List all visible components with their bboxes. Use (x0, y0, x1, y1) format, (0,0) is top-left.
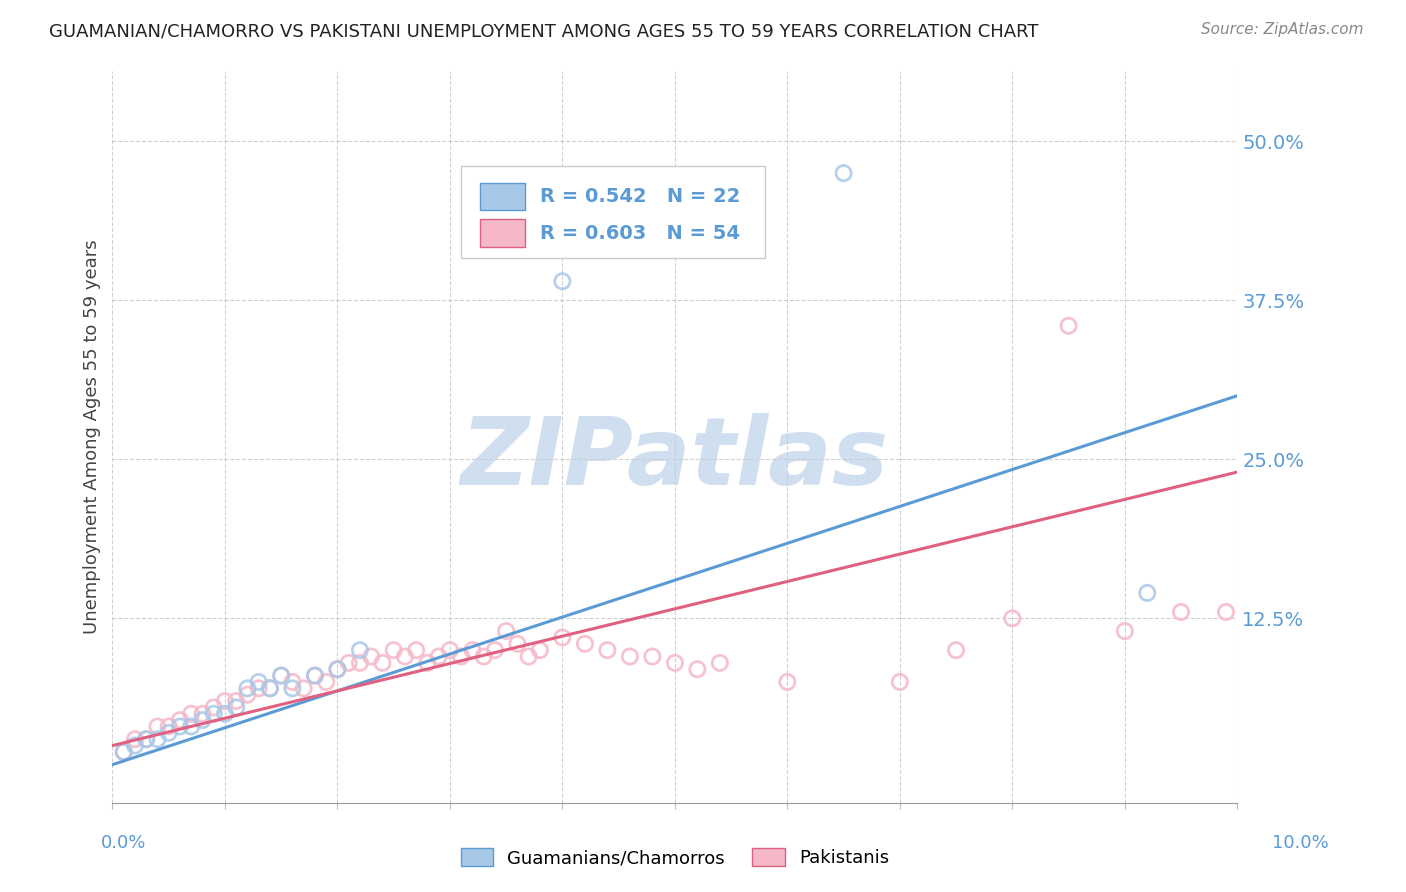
Point (1057, 318, 1080, 333)
Point (349, 656, 371, 670)
FancyBboxPatch shape (461, 167, 765, 258)
Point (326, 662, 349, 676)
Point (247, 681, 270, 696)
Point (1215, 605, 1237, 619)
Point (1170, 605, 1192, 619)
Point (945, 643, 967, 657)
Point (202, 706, 225, 721)
Point (405, 643, 427, 657)
Point (214, 694, 236, 708)
Point (304, 668, 326, 682)
Point (619, 649, 641, 664)
Point (191, 706, 214, 721)
Point (259, 681, 281, 696)
Point (832, 166, 855, 180)
Point (169, 719, 191, 733)
Point (461, 643, 484, 657)
Point (236, 681, 259, 696)
Point (551, 274, 574, 288)
Point (551, 631, 574, 645)
Point (135, 732, 157, 747)
Point (270, 668, 292, 682)
Point (315, 675, 337, 690)
Point (191, 713, 214, 727)
Point (439, 643, 461, 657)
Text: 0.0%: 0.0% (101, 834, 146, 852)
Point (1114, 624, 1136, 638)
Point (214, 706, 236, 721)
FancyBboxPatch shape (481, 183, 526, 211)
Point (517, 649, 540, 664)
Point (427, 649, 450, 664)
Point (112, 745, 135, 759)
Point (326, 662, 349, 676)
Point (776, 675, 799, 690)
Point (371, 656, 394, 670)
Point (270, 668, 292, 682)
Point (506, 637, 529, 651)
Point (709, 656, 731, 670)
Point (484, 643, 506, 657)
Point (574, 637, 596, 651)
Point (472, 649, 495, 664)
Text: Source: ZipAtlas.com: Source: ZipAtlas.com (1201, 22, 1364, 37)
Point (349, 643, 371, 657)
Point (124, 739, 146, 753)
Point (394, 649, 416, 664)
Point (169, 713, 191, 727)
Point (180, 706, 202, 721)
Point (281, 675, 304, 690)
Point (641, 649, 664, 664)
Point (157, 726, 180, 740)
Point (202, 700, 225, 714)
Point (529, 643, 551, 657)
Point (157, 719, 180, 733)
Text: GUAMANIAN/CHAMORRO VS PAKISTANI UNEMPLOYMENT AMONG AGES 55 TO 59 YEARS CORRELATI: GUAMANIAN/CHAMORRO VS PAKISTANI UNEMPLOY… (49, 22, 1039, 40)
Text: ZIPatlas: ZIPatlas (461, 413, 889, 505)
Point (135, 732, 157, 747)
Point (337, 656, 360, 670)
Point (225, 700, 247, 714)
Text: R = 0.603   N = 54: R = 0.603 N = 54 (540, 224, 740, 243)
Point (416, 656, 439, 670)
Point (495, 624, 517, 638)
Point (146, 732, 169, 747)
Point (686, 662, 709, 676)
Legend: Guamanians/Chamorros, Pakistanis: Guamanians/Chamorros, Pakistanis (453, 840, 897, 874)
Point (259, 681, 281, 696)
Point (225, 694, 247, 708)
Text: R = 0.542   N = 22: R = 0.542 N = 22 (540, 187, 741, 206)
Point (1001, 611, 1024, 625)
Point (596, 643, 619, 657)
Point (889, 675, 911, 690)
Point (281, 681, 304, 696)
Point (180, 719, 202, 733)
Point (382, 643, 405, 657)
Point (236, 688, 259, 702)
Point (146, 719, 169, 733)
FancyBboxPatch shape (481, 219, 526, 247)
Point (124, 732, 146, 747)
Y-axis label: Unemployment Among Ages 55 to 59 years: Unemployment Among Ages 55 to 59 years (83, 240, 101, 634)
Point (450, 649, 472, 664)
Point (1136, 586, 1159, 600)
Point (292, 681, 315, 696)
Point (304, 668, 326, 682)
Point (112, 745, 135, 759)
Point (360, 649, 382, 664)
Text: 10.0%: 10.0% (1272, 834, 1329, 852)
Point (664, 656, 686, 670)
Point (247, 675, 270, 690)
